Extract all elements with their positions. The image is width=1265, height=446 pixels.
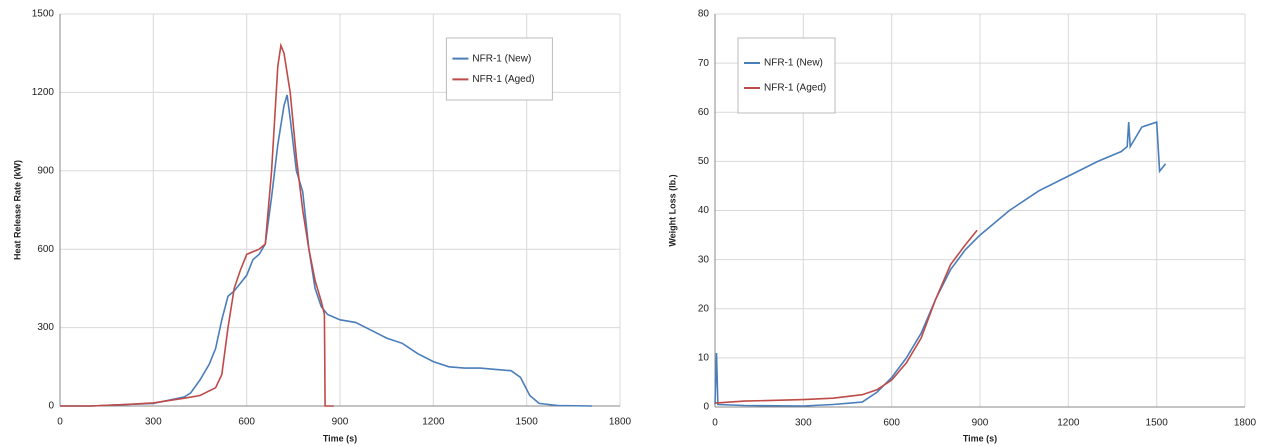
x-tick-label: 1800: [609, 417, 632, 428]
data-line: [714, 229, 978, 404]
y-tick-label: 1500: [32, 9, 55, 20]
x-tick-label: 0: [712, 418, 718, 429]
y-tick-label: 40: [698, 205, 710, 216]
data-line: [60, 42, 334, 407]
y-tick-label: 30: [698, 254, 710, 265]
y-tick-label: 80: [698, 9, 710, 20]
chart: 0 10 20 30 40 50 60 70 80 0 300 600 900 1200 1500 1800 T…: [667, 9, 1256, 444]
y-tick-label: 900: [37, 165, 54, 176]
x-tick-label: 1500: [1146, 418, 1169, 429]
y-tick-label: 20: [698, 303, 710, 314]
x-tick-label: 900: [972, 418, 989, 429]
x-axis-label: Time (s): [323, 433, 357, 443]
legend-label: NFR-1 (New): [764, 58, 823, 69]
y-axis-label: Weight Loss (lb.): [667, 174, 677, 246]
y-tick-label: 300: [37, 322, 54, 333]
x-tick-label: 600: [883, 418, 900, 429]
y-tick-label: 60: [698, 107, 710, 118]
y-tick-label: 600: [37, 244, 54, 255]
x-tick-label: 900: [332, 417, 349, 428]
x-tick-label: 1200: [422, 417, 445, 428]
y-tick-label: 50: [698, 156, 710, 167]
x-tick-label: 600: [238, 417, 255, 428]
legend-label: NFR-1 (Aged): [472, 74, 534, 85]
y-axis-label: Heat Release Rate (kW): [12, 160, 22, 260]
x-tick-label: 1800: [1234, 418, 1257, 429]
y-tick-label: 1200: [32, 87, 55, 98]
x-tick-label: 1200: [1057, 418, 1080, 429]
x-tick-label: 0: [57, 417, 63, 428]
data-line: [714, 121, 1167, 407]
legend-label: NFR-1 (Aged): [764, 83, 826, 94]
x-tick-label: 1500: [516, 417, 539, 428]
x-tick-label: 300: [795, 418, 812, 429]
y-tick-label: 0: [48, 401, 54, 412]
x-axis-label: Time (s): [963, 433, 997, 443]
legend-box: [737, 37, 836, 114]
chart: 0 300 600 900 1200 1500 0 300 600 900 1200 1500 1800…: [12, 9, 631, 444]
y-tick-label: 0: [703, 402, 709, 413]
y-tick-label: 70: [698, 58, 710, 69]
legend-box: [445, 37, 553, 101]
data-line: [60, 94, 593, 407]
legend-label: NFR-1 (New): [472, 53, 531, 64]
y-tick-label: 10: [698, 353, 710, 364]
x-tick-label: 300: [145, 417, 162, 428]
